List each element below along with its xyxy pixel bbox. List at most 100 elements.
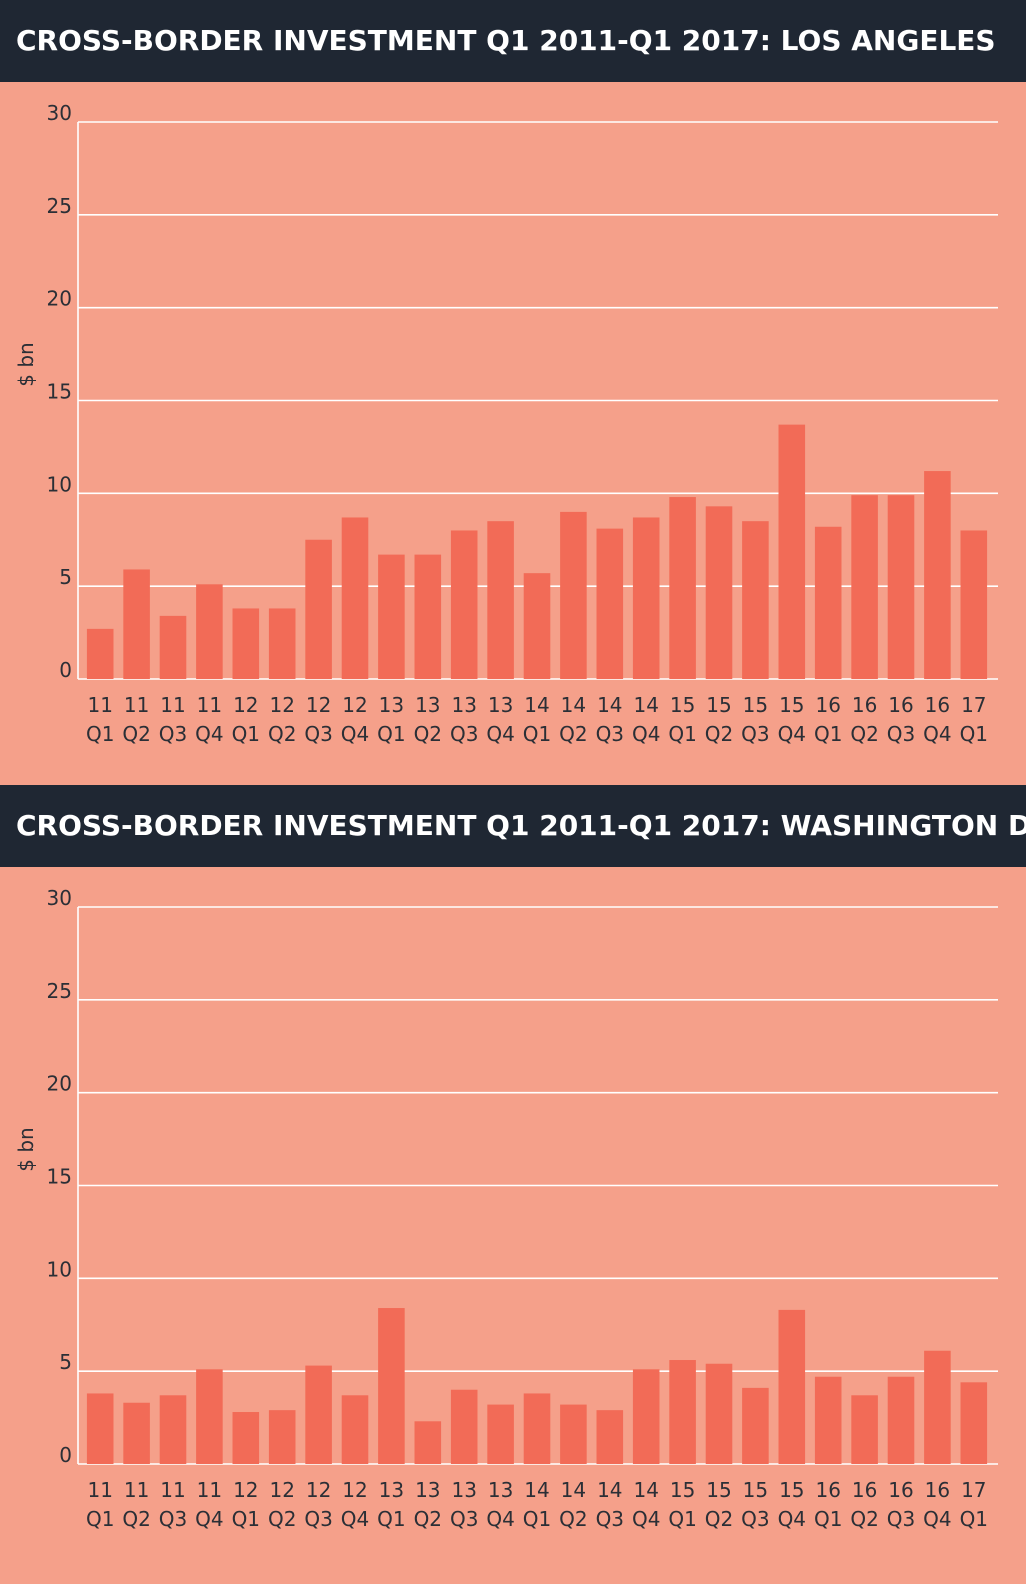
x-tick-label-quarter: Q4 [923, 1507, 951, 1531]
bar [924, 1350, 951, 1464]
x-tick-label-quarter: Q2 [268, 722, 296, 746]
x-tick-label-year: 11 [160, 1478, 185, 1502]
x-tick-label-quarter: Q4 [778, 722, 806, 746]
y-tick-label: 0 [59, 1443, 72, 1467]
x-tick-label-quarter: Q1 [232, 1507, 260, 1531]
x-tick-label-year: 12 [342, 1478, 367, 1502]
chart-title-banner: CROSS-BORDER INVESTMENT Q1 2011-Q1 2017:… [0, 785, 1026, 867]
y-tick-label: 10 [47, 472, 72, 496]
bar-chart-los-angeles: 0 5 10 15 20 25 30 $ bn 11 Q1 11 Q2 11 Q3 11 Q4 12 Q1 12 Q2… [14, 101, 998, 746]
x-tick-label-year: 14 [524, 1478, 549, 1502]
x-tick-label-quarter: Q4 [195, 722, 223, 746]
x-tick-label-quarter: Q3 [741, 722, 769, 746]
x-tick-label-year: 15 [706, 693, 731, 717]
x-tick-label-year: 16 [815, 1478, 840, 1502]
bar [560, 511, 587, 679]
x-tick-label-quarter: Q1 [960, 1507, 988, 1531]
x-tick-label-quarter: Q1 [86, 1507, 114, 1531]
x-tick-label-year: 16 [925, 1478, 950, 1502]
x-tick-label-quarter: Q1 [668, 722, 696, 746]
x-tick-label-quarter: Q2 [268, 1507, 296, 1531]
x-tick-label-quarter: Q3 [887, 722, 915, 746]
bar [268, 1410, 296, 1464]
x-tick-label-year: 14 [597, 1478, 622, 1502]
bar [305, 1365, 332, 1464]
bar [560, 1404, 587, 1464]
bar [378, 554, 405, 679]
x-tick-label-quarter: Q2 [122, 1507, 150, 1531]
x-tick-label-quarter: Q1 [86, 722, 114, 746]
x-tick-label-year: 13 [415, 693, 440, 717]
bar [414, 1421, 442, 1464]
x-tick-label-quarter: Q2 [850, 1507, 878, 1531]
y-tick-label: 20 [47, 287, 72, 311]
x-tick-label-quarter: Q3 [304, 1507, 332, 1531]
x-tick-label-year: 11 [160, 693, 185, 717]
bar [196, 1369, 223, 1464]
bar [596, 1410, 624, 1464]
x-tick-label-year: 14 [633, 1478, 658, 1502]
bar [669, 497, 696, 679]
x-tick-label-year: 13 [488, 1478, 513, 1502]
x-tick-label-quarter: Q3 [741, 1507, 769, 1531]
x-tick-label-quarter: Q3 [596, 722, 624, 746]
bar [487, 1404, 514, 1464]
x-tick-label-year: 16 [852, 1478, 877, 1502]
x-tick-label-quarter: Q3 [159, 1507, 187, 1531]
chart-panel-los-angeles: CROSS-BORDER INVESTMENT Q1 2011-Q1 2017:… [0, 0, 1026, 785]
x-tick-label-year: 14 [633, 693, 658, 717]
bar [123, 569, 150, 679]
x-tick-label-year: 12 [306, 1478, 331, 1502]
bar [341, 517, 369, 679]
x-tick-label-quarter: Q2 [122, 722, 150, 746]
y-tick-label: 0 [59, 658, 72, 682]
y-tick-label: 15 [47, 1165, 72, 1189]
chart-title: CROSS-BORDER INVESTMENT Q1 2011-Q1 2017:… [16, 809, 1026, 842]
y-tick-label: 5 [59, 565, 72, 589]
bar [778, 1309, 806, 1464]
x-tick-label-quarter: Q4 [195, 1507, 223, 1531]
bar [450, 1389, 478, 1464]
x-tick-label-year: 11 [87, 1478, 112, 1502]
y-tick-label: 15 [47, 380, 72, 404]
x-tick-label-quarter: Q1 [377, 1507, 405, 1531]
bar [596, 528, 624, 679]
x-tick-label-quarter: Q1 [377, 722, 405, 746]
x-tick-label-year: 12 [233, 693, 258, 717]
bar [778, 424, 806, 679]
bar [86, 1393, 114, 1464]
y-tick-label: 25 [47, 194, 72, 218]
chart-title: CROSS-BORDER INVESTMENT Q1 2011-Q1 2017:… [16, 24, 996, 57]
bar [159, 615, 187, 679]
bar [960, 530, 988, 679]
x-tick-label-quarter: Q4 [486, 722, 514, 746]
x-tick-label-quarter: Q4 [341, 722, 369, 746]
bar [851, 495, 878, 679]
x-tick-label-year: 11 [124, 693, 149, 717]
bar [632, 1369, 660, 1464]
x-tick-label-year: 11 [197, 693, 222, 717]
x-tick-label-quarter: Q4 [778, 1507, 806, 1531]
x-tick-label-quarter: Q1 [523, 722, 551, 746]
x-tick-label-year: 15 [706, 1478, 731, 1502]
x-tick-label-year: 17 [961, 1478, 986, 1502]
x-tick-label-year: 14 [597, 693, 622, 717]
x-tick-label-year: 12 [342, 693, 367, 717]
x-tick-label-quarter: Q3 [596, 1507, 624, 1531]
bar [232, 1412, 260, 1464]
bar [887, 495, 915, 679]
x-tick-label-year: 13 [451, 693, 476, 717]
bar [414, 554, 442, 679]
x-tick-label-quarter: Q1 [814, 1507, 842, 1531]
x-tick-label-year: 14 [561, 693, 586, 717]
x-tick-label-quarter: Q4 [923, 722, 951, 746]
bar [705, 1363, 733, 1464]
x-tick-label-quarter: Q3 [887, 1507, 915, 1531]
bar [632, 517, 660, 679]
bar [378, 1308, 405, 1464]
x-tick-label-quarter: Q4 [632, 722, 660, 746]
bar [742, 521, 769, 679]
bar [450, 530, 478, 679]
x-tick-label-quarter: Q3 [450, 722, 478, 746]
x-tick-label-year: 15 [743, 693, 768, 717]
